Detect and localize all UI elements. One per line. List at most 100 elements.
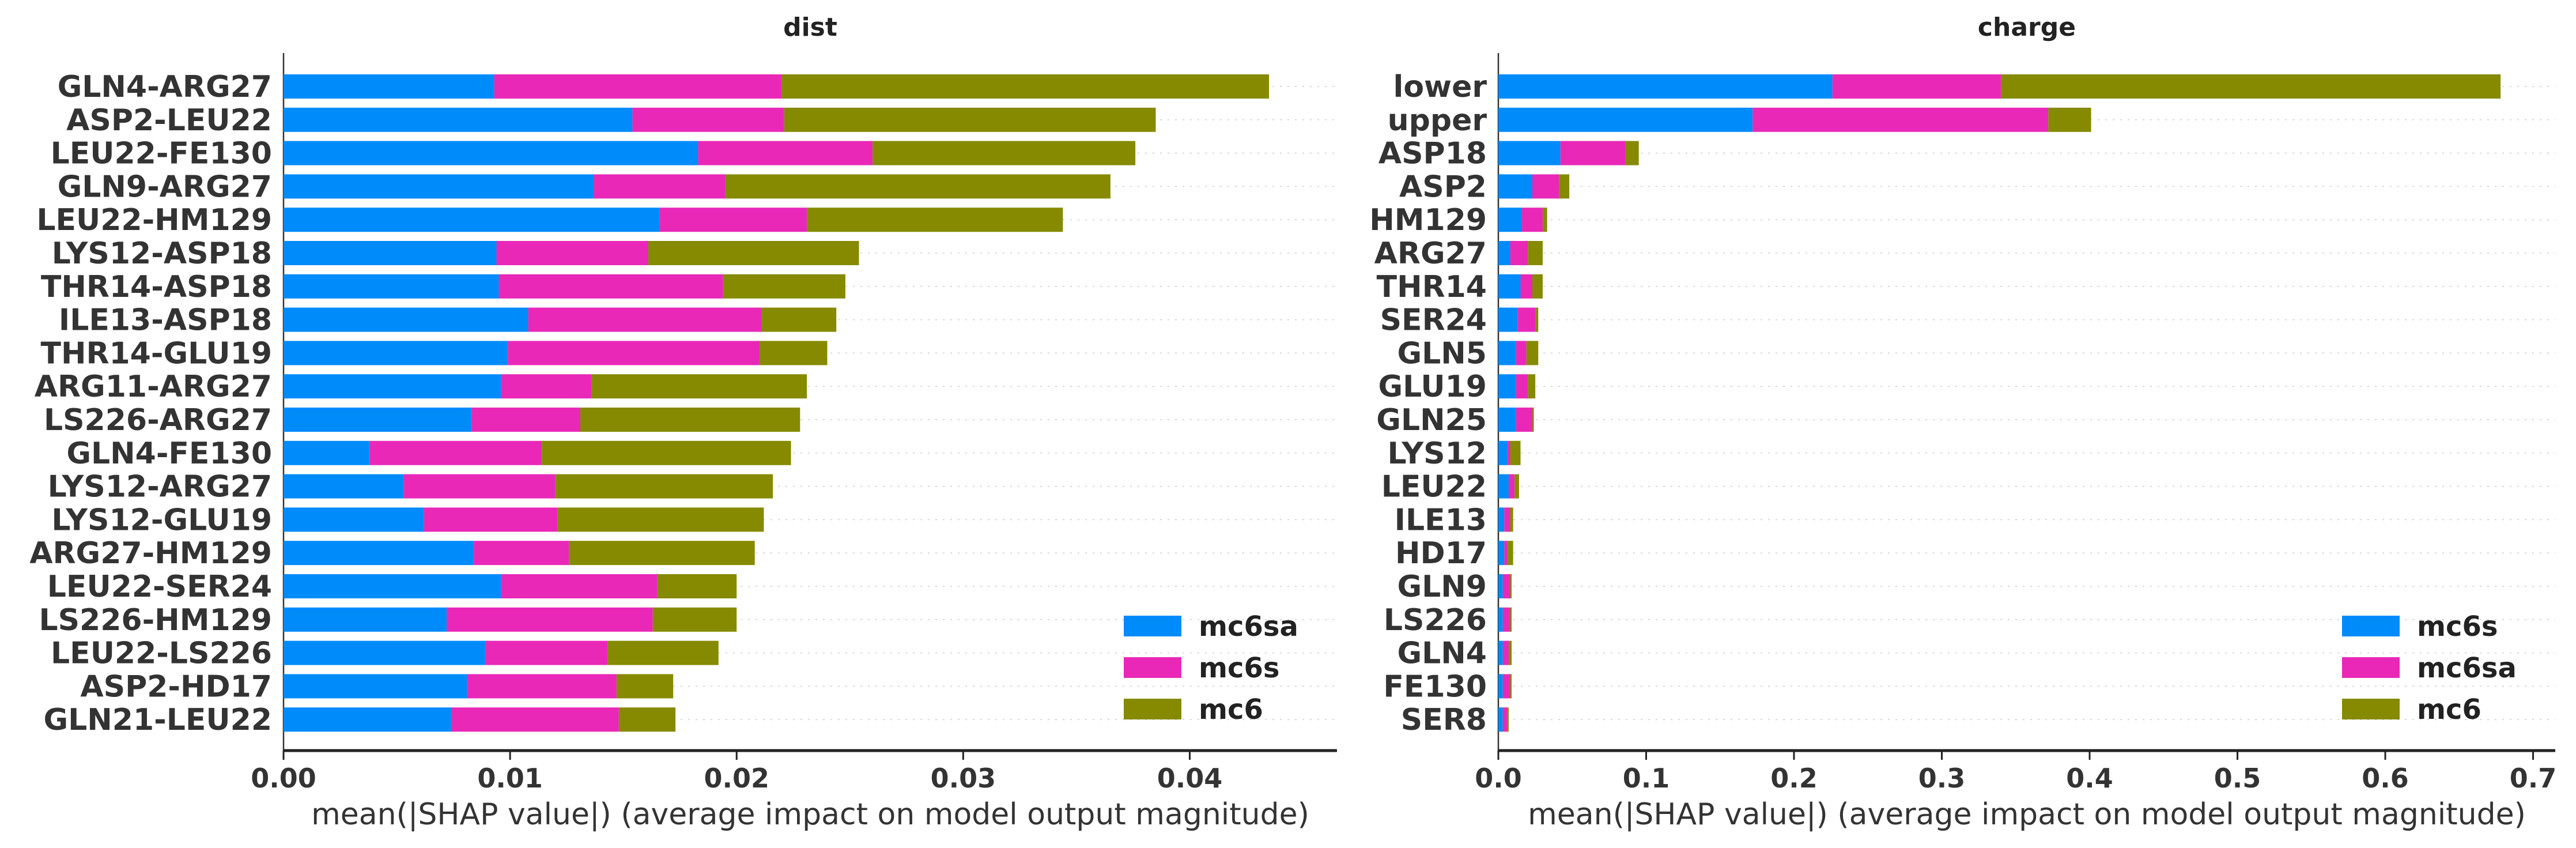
category-label: LS226-ARG27: [44, 403, 272, 438]
category-label: THR14: [1377, 270, 1487, 304]
bar-segment-mc6s: [1498, 507, 1505, 532]
bar-segment-mc6: [1532, 408, 1534, 432]
bar-segment-mc6sa: [284, 674, 467, 699]
x-axis-label: mean(|SHAP value|) (average impact on mo…: [311, 797, 1309, 832]
x-tick-label: 0.03: [931, 763, 996, 794]
category-label: GLN4-ARG27: [58, 70, 272, 104]
category-label: LEU22-LS226: [51, 636, 272, 671]
panel-title: charge: [1978, 13, 2076, 42]
bar-segment-mc6sa: [1504, 541, 1508, 566]
bar-segment-mc6: [872, 141, 1136, 165]
x-tick-label: 0.3: [1918, 763, 1966, 794]
bar-segment-mc6: [569, 541, 755, 566]
bar-segment-mc6s: [1498, 607, 1503, 632]
x-tick-label: 0.1: [1623, 763, 1670, 794]
bar-segment-mc6: [761, 307, 837, 332]
legend-label: mc6: [1199, 694, 1263, 726]
category-label: ILE13: [1395, 503, 1487, 537]
bar-segment-mc6sa: [284, 640, 485, 665]
bar-segment-mc6sa: [284, 507, 424, 532]
bar-segment-mc6s: [1498, 574, 1503, 598]
bar-segment-mc6: [1535, 307, 1539, 332]
category-label: LYS12-ARG27: [48, 470, 272, 504]
bar-segment-mc6: [1514, 474, 1519, 499]
category-label: GLU19: [1378, 370, 1487, 404]
bar-segment-mc6: [1625, 141, 1639, 165]
legend-swatch-mc6sa: [2342, 657, 2400, 678]
category-label: THR14-GLU19: [40, 336, 272, 371]
category-label: ARG11-ARG27: [35, 370, 272, 404]
x-tick-label: 0.04: [1157, 763, 1223, 794]
bar-segment-mc6sa: [284, 274, 499, 299]
x-tick-label: 0.5: [2214, 763, 2261, 794]
category-label: lower: [1393, 70, 1487, 104]
bar-segment-mc6s: [1498, 174, 1532, 199]
category-label: GLN21-LEU22: [43, 703, 272, 737]
legend-label: mc6s: [1199, 652, 1279, 684]
bar-segment-mc6: [555, 474, 773, 499]
category-label: LEU22-FE130: [51, 137, 272, 171]
bar-segment-mc6s: [1498, 640, 1503, 665]
bar-segment-mc6s: [1498, 707, 1503, 732]
bar-segment-mc6s: [471, 408, 580, 432]
bar-segment-mc6sa: [1502, 574, 1510, 598]
bar-segment-mc6s: [474, 541, 569, 566]
bar-segment-mc6s: [1498, 674, 1503, 699]
category-label: THR14-ASP18: [41, 270, 272, 304]
bar-segment-mc6sa: [1516, 341, 1527, 365]
bar-segment-mc6sa: [284, 307, 528, 332]
bar-segment-mc6: [652, 607, 737, 632]
category-label: HD17: [1395, 536, 1487, 571]
bar-segment-mc6sa: [1502, 674, 1510, 699]
bar-segment-mc6: [580, 408, 800, 432]
bar-segment-mc6s: [447, 607, 653, 632]
bar-segment-mc6sa: [1520, 274, 1532, 299]
bar-segment-mc6: [807, 208, 1063, 232]
legend-label: mc6sa: [2417, 652, 2517, 684]
bar-segment-mc6: [781, 74, 1270, 99]
x-tick-label: 0.4: [2066, 763, 2113, 794]
category-label: ARG27: [1374, 236, 1487, 271]
category-label: GLN9-ARG27: [58, 169, 272, 204]
category-label: ASP2-HD17: [80, 669, 272, 704]
bar-segment-mc6sa: [284, 174, 594, 199]
bar-segment-mc6s: [1498, 141, 1561, 165]
bar-segment-mc6s: [659, 208, 807, 232]
bar-segment-mc6sa: [284, 341, 508, 365]
x-tick-label: 0.7: [2510, 763, 2557, 794]
bar-segment-mc6s: [1498, 440, 1508, 465]
dist-panel: dist GLN4-ARG27ASP2-LEU22LEU22-FE130GLN9-…: [29, 13, 1337, 832]
category-label: LS226: [1384, 603, 1487, 638]
bar-segment-mc6sa: [284, 208, 660, 232]
bar-segment-mc6sa: [284, 541, 474, 566]
bar-segment-mc6sa: [1522, 208, 1543, 232]
bar-segment-mc6: [557, 507, 764, 532]
category-label: upper: [1388, 103, 1487, 138]
panel-title: dist: [783, 13, 837, 42]
x-tick-label: 0.0: [1475, 763, 1522, 794]
bar-segment-mc6sa: [1504, 507, 1510, 532]
bar-segment-mc6s: [1498, 274, 1521, 299]
bar-segment-mc6: [542, 440, 791, 465]
bar-segment-mc6s: [1498, 374, 1516, 399]
legend-swatch-mc6s: [2342, 616, 2400, 636]
bar-segment-mc6sa: [1510, 241, 1528, 265]
legend-label: mc6sa: [1199, 610, 1298, 643]
category-label: HM129: [1369, 203, 1487, 238]
bar-segment-mc6s: [698, 141, 873, 165]
x-tick-label: 0.2: [1770, 763, 1818, 794]
category-label: LYS12-ASP18: [52, 236, 272, 271]
bar-segment-mc6: [1528, 374, 1536, 399]
bar-segment-mc6s: [1498, 541, 1505, 566]
bar-segment-mc6: [1507, 541, 1513, 566]
category-label: LS226-HM129: [39, 603, 272, 638]
bar-segment-mc6sa: [284, 107, 633, 132]
bar-segment-mc6sa: [1502, 640, 1509, 665]
bar-segment-mc6: [618, 707, 676, 732]
bar-segment-mc6s: [1498, 341, 1516, 365]
category-label: GLN5: [1397, 336, 1487, 371]
bar-segment-mc6s: [498, 274, 723, 299]
bar-segment-mc6s: [451, 707, 619, 732]
bar-segment-mc6: [725, 174, 1111, 199]
category-label: SER8: [1401, 703, 1487, 737]
